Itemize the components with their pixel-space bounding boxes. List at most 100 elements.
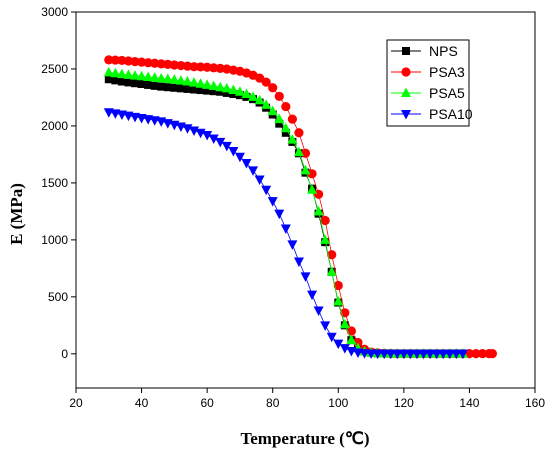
data-point bbox=[157, 82, 166, 91]
legend-label: PSA10 bbox=[429, 106, 473, 122]
data-point bbox=[398, 349, 409, 360]
data-point bbox=[477, 348, 488, 359]
data-point bbox=[379, 349, 390, 360]
data-point bbox=[104, 55, 114, 65]
data-point bbox=[136, 70, 147, 81]
data-point bbox=[372, 349, 383, 360]
y-axis-title: E (MPa) bbox=[7, 183, 26, 245]
y-tick-label: 0 bbox=[61, 347, 68, 361]
data-point bbox=[110, 67, 121, 78]
y-tick-label: 500 bbox=[48, 290, 68, 304]
data-point bbox=[333, 280, 343, 291]
data-point bbox=[116, 68, 127, 79]
data-point bbox=[254, 175, 265, 185]
series-psa10 bbox=[103, 108, 468, 360]
data-point bbox=[234, 86, 245, 96]
data-point bbox=[203, 86, 212, 95]
data-point bbox=[103, 66, 114, 77]
data-point bbox=[215, 81, 226, 92]
data-point bbox=[163, 83, 172, 92]
data-point bbox=[123, 69, 134, 79]
legend-marker bbox=[401, 87, 411, 97]
data-point bbox=[300, 272, 311, 282]
x-axis: 20 40 60 80 100 120 140 160 bbox=[69, 388, 545, 410]
x-tick-label: 140 bbox=[459, 396, 479, 410]
plot-area bbox=[75, 11, 536, 389]
legend-item-psa5: PSA5 bbox=[391, 85, 465, 101]
data-point bbox=[307, 290, 318, 301]
data-point bbox=[248, 166, 259, 176]
data-point bbox=[202, 79, 213, 89]
data-point bbox=[143, 71, 154, 81]
data-point bbox=[327, 250, 337, 260]
data-point bbox=[190, 85, 199, 94]
data-point bbox=[418, 349, 429, 360]
data-point bbox=[110, 55, 120, 65]
data-point bbox=[339, 318, 350, 329]
data-point bbox=[366, 349, 377, 359]
y-tick-label: 2500 bbox=[41, 62, 68, 76]
data-point bbox=[438, 349, 449, 360]
data-point bbox=[451, 349, 462, 360]
data-point bbox=[287, 240, 298, 250]
data-point bbox=[248, 91, 259, 101]
x-axis-title: Temperature (℃) bbox=[240, 429, 369, 448]
data-point bbox=[392, 349, 403, 360]
x-tick-label: 120 bbox=[394, 396, 414, 410]
data-point bbox=[261, 185, 272, 196]
data-point bbox=[359, 349, 370, 359]
data-point bbox=[234, 152, 245, 163]
x-tick-label: 60 bbox=[200, 396, 214, 410]
data-point bbox=[307, 169, 317, 179]
x-tick-label: 80 bbox=[266, 396, 280, 410]
data-point bbox=[287, 134, 298, 144]
legend-item-psa10: PSA10 bbox=[391, 106, 473, 122]
legend-item-nps: NPS bbox=[391, 43, 458, 59]
data-point bbox=[405, 349, 416, 360]
data-point bbox=[195, 78, 206, 88]
data-point bbox=[425, 349, 436, 360]
data-point bbox=[333, 295, 344, 306]
data-point bbox=[195, 62, 206, 72]
data-point bbox=[254, 94, 265, 105]
x-tick-label: 160 bbox=[525, 396, 545, 410]
data-point bbox=[313, 306, 324, 317]
x-tick-label: 100 bbox=[328, 396, 348, 410]
data-point bbox=[385, 349, 396, 360]
data-point bbox=[175, 75, 186, 85]
data-point bbox=[320, 234, 331, 244]
data-point bbox=[150, 81, 159, 90]
data-point bbox=[176, 84, 185, 93]
data-point bbox=[202, 131, 213, 141]
y-tick-label: 3000 bbox=[41, 5, 68, 19]
legend-item-psa3: PSA3 bbox=[391, 64, 465, 80]
data-point bbox=[169, 74, 180, 84]
legend-label: NPS bbox=[429, 43, 458, 59]
data-point bbox=[196, 86, 205, 95]
legend-box bbox=[386, 39, 470, 127]
plot-frame bbox=[75, 11, 536, 389]
legend-marker bbox=[401, 110, 411, 120]
data-point bbox=[314, 189, 324, 199]
data-point bbox=[275, 119, 284, 128]
data-point bbox=[320, 215, 330, 226]
data-point bbox=[281, 128, 290, 137]
data-point bbox=[241, 88, 252, 99]
data-point bbox=[464, 348, 475, 359]
data-point bbox=[487, 348, 497, 359]
data-point bbox=[208, 80, 219, 91]
data-point bbox=[208, 134, 219, 144]
data-point bbox=[268, 83, 278, 93]
legend-label: PSA3 bbox=[429, 64, 465, 80]
data-point bbox=[326, 266, 337, 276]
data-point bbox=[261, 77, 271, 87]
data-point bbox=[189, 77, 200, 87]
data-point bbox=[339, 344, 350, 354]
x-tick-label: 40 bbox=[135, 396, 149, 410]
data-point bbox=[162, 73, 173, 83]
data-point bbox=[221, 141, 232, 152]
data-point bbox=[274, 91, 284, 101]
data-point bbox=[131, 79, 140, 88]
data-point bbox=[471, 348, 481, 359]
